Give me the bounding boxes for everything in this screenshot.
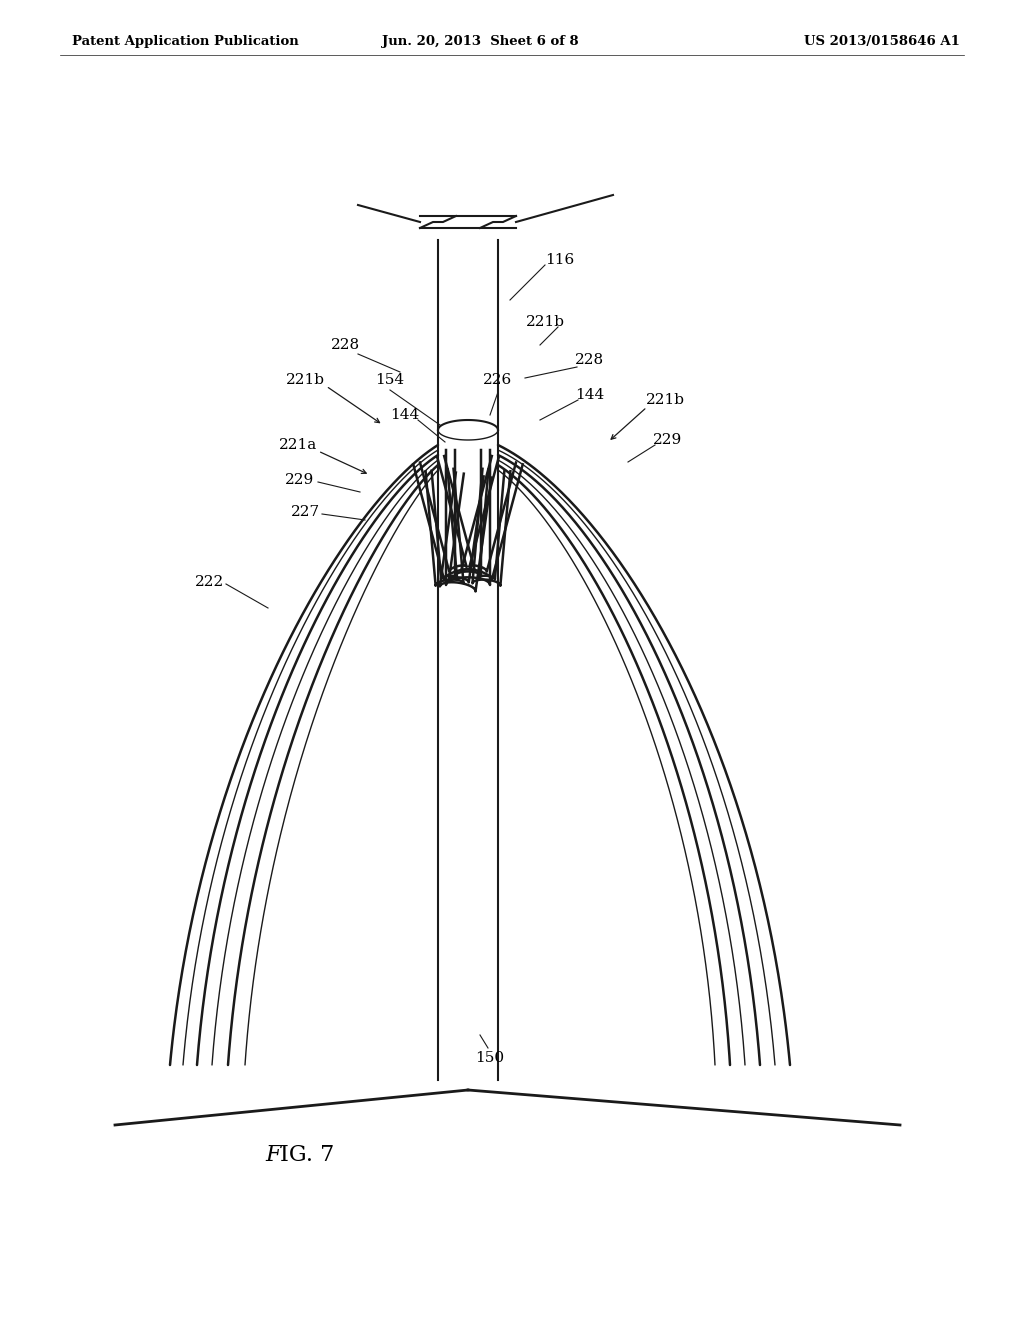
Text: 228: 228 (575, 352, 604, 367)
Text: 154: 154 (376, 374, 404, 387)
Text: 221a: 221a (279, 438, 317, 451)
Text: 229: 229 (286, 473, 314, 487)
Text: US 2013/0158646 A1: US 2013/0158646 A1 (804, 36, 961, 48)
Text: 229: 229 (653, 433, 683, 447)
Text: 221b: 221b (645, 393, 684, 407)
Text: 116: 116 (545, 253, 574, 267)
Text: 221b: 221b (525, 315, 564, 329)
Text: 228: 228 (331, 338, 359, 352)
Text: F: F (265, 1144, 281, 1166)
Text: 144: 144 (575, 388, 604, 403)
Text: 144: 144 (390, 408, 420, 422)
Text: 150: 150 (475, 1051, 505, 1065)
Text: 221b: 221b (286, 374, 325, 387)
Text: 226: 226 (483, 374, 513, 387)
Text: Jun. 20, 2013  Sheet 6 of 8: Jun. 20, 2013 Sheet 6 of 8 (382, 36, 579, 48)
Text: 222: 222 (196, 576, 224, 589)
Text: 227: 227 (291, 506, 319, 519)
Text: Patent Application Publication: Patent Application Publication (72, 36, 299, 48)
Text: IG. 7: IG. 7 (280, 1144, 334, 1166)
